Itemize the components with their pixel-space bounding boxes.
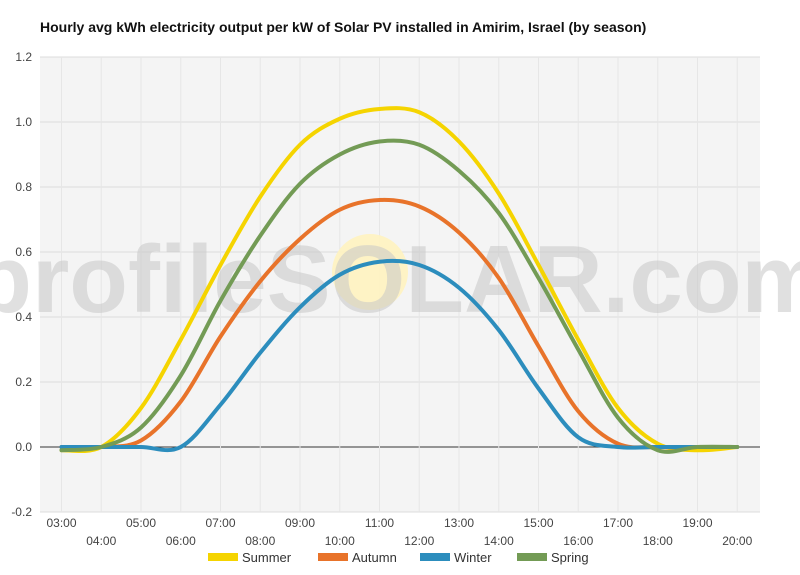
watermark-text: profileSOLAR.com bbox=[0, 226, 800, 333]
series-line-spring bbox=[59, 138, 740, 454]
x-tick-label: 13:00 bbox=[444, 516, 474, 530]
x-tick-label: 20:00 bbox=[722, 534, 752, 548]
x-tick-label: 05:00 bbox=[126, 516, 156, 530]
y-tick-label: 1.2 bbox=[15, 50, 32, 64]
x-tick-label: 03:00 bbox=[46, 516, 76, 530]
x-tick-label: 04:00 bbox=[86, 534, 116, 548]
y-tick-label: 0.6 bbox=[15, 245, 32, 259]
x-tick-label: 06:00 bbox=[166, 534, 196, 548]
y-tick-label: 0.8 bbox=[15, 180, 32, 194]
x-tick-label: 15:00 bbox=[523, 516, 553, 530]
y-tick-label: 1.0 bbox=[15, 115, 32, 129]
x-tick-label: 19:00 bbox=[682, 516, 712, 530]
x-tick-label: 17:00 bbox=[603, 516, 633, 530]
x-tick-label: 16:00 bbox=[563, 534, 593, 548]
x-tick-label: 18:00 bbox=[643, 534, 673, 548]
x-tick-label: 11:00 bbox=[365, 516, 394, 530]
legend-label-autumn: Autumn bbox=[352, 550, 397, 565]
legend-swatch-spring bbox=[517, 553, 547, 561]
x-tick-label: 07:00 bbox=[205, 516, 235, 530]
legend-label-summer: Summer bbox=[242, 550, 292, 565]
watermark: profileSOLAR.com bbox=[0, 226, 800, 333]
x-tick-label: 10:00 bbox=[325, 534, 355, 548]
y-tick-label: 0.0 bbox=[15, 440, 32, 454]
legend-swatch-summer bbox=[208, 553, 238, 561]
series-line-autumn bbox=[59, 197, 740, 450]
legend-swatch-autumn bbox=[318, 553, 348, 561]
y-tick-label: 0.2 bbox=[15, 375, 32, 389]
watermark-sun bbox=[332, 234, 408, 310]
y-tick-label: 0.4 bbox=[15, 310, 32, 324]
series-line-winter bbox=[59, 258, 740, 453]
x-tick-label: 09:00 bbox=[285, 516, 315, 530]
legend-label-spring: Spring bbox=[551, 550, 589, 565]
legend-swatch-winter bbox=[420, 553, 450, 561]
chart-title: Hourly avg kWh electricity output per kW… bbox=[40, 19, 647, 35]
x-tick-label: 14:00 bbox=[484, 534, 514, 548]
series-line-summer bbox=[59, 106, 740, 454]
x-tick-label: 12:00 bbox=[404, 534, 434, 548]
x-tick-label: 08:00 bbox=[245, 534, 275, 548]
y-tick-label: -0.2 bbox=[11, 505, 32, 519]
legend-label-winter: Winter bbox=[454, 550, 492, 565]
